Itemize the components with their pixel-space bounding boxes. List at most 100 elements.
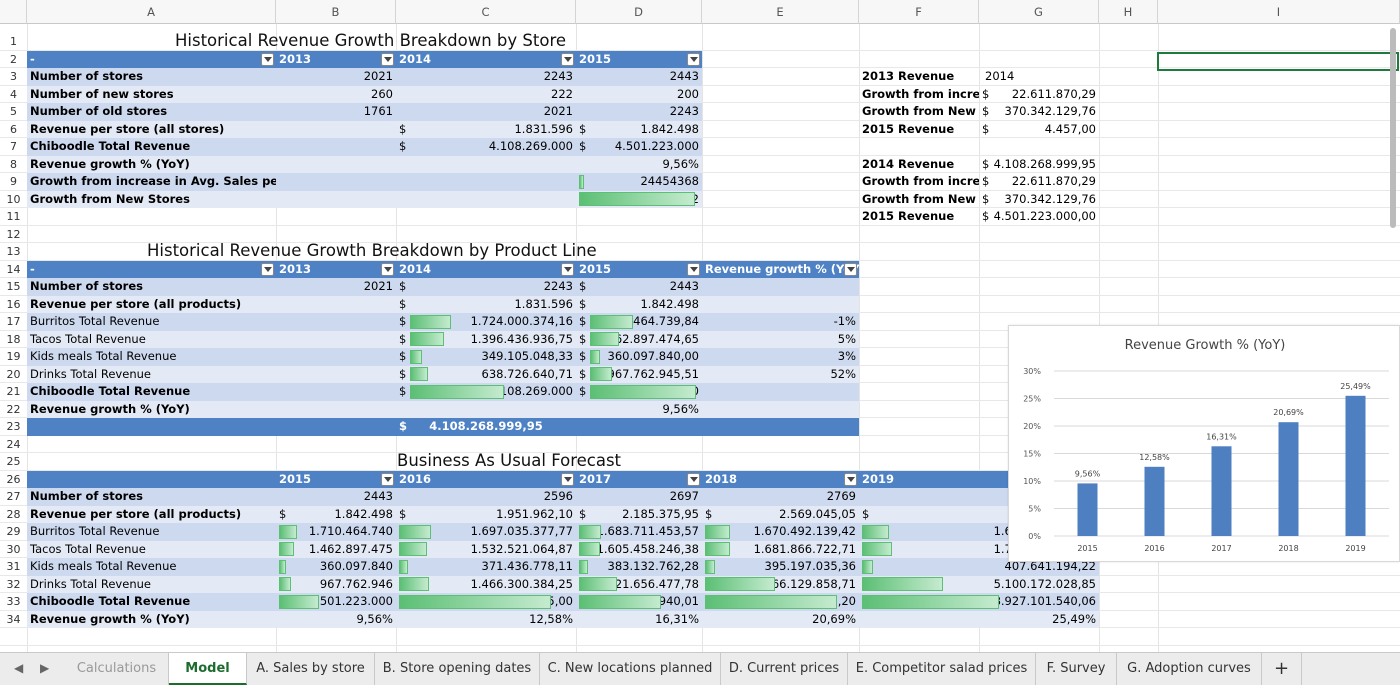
table-header-cell[interactable]: 2016 [399, 471, 432, 486]
forecast-2018[interactable]: 1.681.866.722,71 [753, 541, 856, 556]
value-2014[interactable]: 2243 [543, 279, 573, 293]
prev-sheet-button[interactable]: ◀ [14, 661, 24, 675]
row-label[interactable]: Revenue growth % (YoY) [30, 156, 190, 171]
filter-dropdown-button[interactable] [381, 262, 394, 276]
summary-value[interactable]: 22.611.870,29 [1011, 86, 1096, 101]
forecast-2019[interactable]: 5.100.172.028,85 [993, 576, 1096, 591]
growth-value[interactable] [702, 296, 859, 314]
value-2014[interactable]: 2243 [543, 69, 573, 83]
column-header[interactable]: D [576, 0, 702, 24]
row-header[interactable]: 12 [0, 225, 27, 243]
value-2015[interactable]: 1.842.498 [640, 121, 699, 136]
sheet-tab[interactable]: B. Store opening dates [375, 653, 540, 685]
summary-label[interactable]: Growth from New Sto [862, 104, 979, 118]
summary-value[interactable]: 4.501.223.000,00 [993, 209, 1096, 223]
value-2013[interactable] [276, 121, 396, 139]
forecast-2017[interactable]: 16,31% [655, 611, 699, 626]
sheet-tab[interactable]: A. Sales by store [247, 653, 375, 685]
growth-value[interactable]: 5% [837, 331, 856, 346]
value-2014[interactable]: 4.108.269.000 [488, 139, 573, 153]
currency-symbol[interactable]: $ [399, 139, 407, 153]
value-2014[interactable]: 349.105.048,33 [481, 349, 573, 363]
currency-symbol[interactable]: $ [399, 349, 407, 363]
row-header[interactable]: 19 [0, 348, 27, 366]
row-header[interactable]: 20 [0, 365, 27, 383]
value-2015[interactable]: 200 [677, 86, 699, 101]
row-header[interactable]: 32 [0, 575, 27, 593]
currency-symbol[interactable]: $ [579, 121, 587, 136]
row-header[interactable]: 24 [0, 435, 27, 453]
currency-symbol[interactable]: $ [579, 139, 587, 153]
summary-value[interactable]: 4.108.268.999,95 [993, 156, 1096, 171]
value-2014[interactable]: 638.726.640,71 [481, 366, 573, 381]
row-label[interactable]: Kids meals Total Revenue [30, 559, 177, 573]
column-header[interactable]: B [276, 0, 396, 24]
forecast-2015[interactable]: 9,56% [356, 611, 393, 626]
row-header[interactable]: 33 [0, 593, 27, 611]
value-2015[interactable]: 4.501.223.000 [614, 139, 699, 153]
row-header[interactable]: 30 [0, 540, 27, 558]
column-header[interactable]: G [979, 0, 1099, 24]
value-2013[interactable]: 2021 [363, 279, 393, 293]
summary-value[interactable] [979, 138, 1099, 156]
revenue-growth-chart[interactable]: Revenue Growth % (YoY) 0% 5% 10% 15% 20% 25% 3… [1008, 325, 1400, 562]
filter-dropdown-button[interactable] [261, 52, 274, 66]
currency-symbol[interactable]: $ [982, 209, 990, 223]
forecast-2019[interactable]: 25,49% [1052, 611, 1096, 626]
forecast-2017[interactable]: 383.132.762,28 [607, 559, 699, 573]
row-label[interactable]: Revenue per store (all products) [30, 296, 242, 311]
growth-value[interactable]: -1% [833, 314, 856, 328]
row-label[interactable]: Number of stores [30, 489, 143, 503]
forecast-2018[interactable]: 2.569.045,05 [779, 506, 856, 521]
table-header-cell[interactable]: 2019 [862, 471, 895, 486]
chart-bar[interactable] [1345, 395, 1366, 536]
row-label[interactable]: Number of old stores [30, 104, 168, 118]
row-label[interactable]: Tacos Total Revenue [30, 541, 146, 556]
forecast-2017[interactable]: 2697 [669, 489, 699, 503]
sheet-tab[interactable]: Calculations [65, 653, 169, 685]
currency-symbol[interactable]: $ [705, 506, 713, 521]
summary-label[interactable]: 2015 Revenue [862, 121, 955, 136]
value-2015[interactable]: 1.462.897.474,65 [596, 331, 699, 346]
value-2013[interactable] [276, 173, 396, 191]
currency-symbol[interactable]: $ [579, 296, 587, 311]
filter-dropdown-button[interactable] [261, 262, 274, 276]
currency-symbol[interactable]: $ [982, 156, 990, 171]
column-header[interactable]: C [396, 0, 576, 24]
forecast-2016[interactable]: 12,58% [529, 611, 573, 626]
filter-dropdown-button[interactable] [561, 472, 574, 486]
table-header-cell[interactable]: 2017 [579, 471, 612, 486]
forecast-2019[interactable]: 8.927.101.540,06 [993, 594, 1096, 608]
filter-dropdown-button[interactable] [687, 472, 700, 486]
value-2015[interactable]: 1.842.498 [640, 296, 699, 311]
forecast-2016[interactable]: 1.951.962,10 [496, 506, 573, 521]
sheet-tab[interactable]: E. Competitor salad prices [848, 653, 1036, 685]
value-2013[interactable] [276, 348, 396, 366]
row-header[interactable]: 6 [0, 120, 27, 138]
chart-bar[interactable] [1144, 466, 1165, 536]
currency-symbol[interactable]: $ [579, 331, 587, 346]
value-2014[interactable]: 1.396.436.936,75 [470, 331, 573, 346]
sheet-tab[interactable]: Model [169, 653, 247, 685]
value-2015[interactable]: 2243 [669, 104, 699, 118]
forecast-2017[interactable]: 2.221.656.477,78 [596, 576, 699, 591]
value-2015[interactable]: 360.097.840,00 [607, 349, 699, 363]
summary-label[interactable]: Growth from New Sto [862, 191, 979, 206]
row-header[interactable]: 28 [0, 505, 27, 523]
row-label[interactable]: Kids meals Total Revenue [30, 349, 177, 363]
forecast-2018[interactable]: 1.670.492.139,42 [753, 524, 856, 538]
forecast-2017[interactable]: 1.605.458.246,38 [596, 541, 699, 556]
row-label[interactable]: Chiboodle Total Revenue [30, 594, 191, 608]
row-label[interactable]: Revenue per store (all products) [30, 506, 242, 521]
column-header[interactable]: A [27, 0, 276, 24]
value-2013[interactable] [276, 366, 396, 384]
currency-symbol[interactable]: $ [579, 384, 587, 398]
row-header[interactable]: 5 [0, 103, 27, 121]
currency-symbol[interactable]: $ [579, 314, 587, 328]
value-2014[interactable] [396, 401, 576, 419]
row-label[interactable]: Revenue growth % (YoY) [30, 401, 190, 416]
value-2015[interactable]: 2443 [669, 69, 699, 83]
currency-symbol[interactable]: $ [982, 104, 990, 118]
row-header[interactable]: 29 [0, 523, 27, 541]
row-header[interactable]: 22 [0, 400, 27, 418]
